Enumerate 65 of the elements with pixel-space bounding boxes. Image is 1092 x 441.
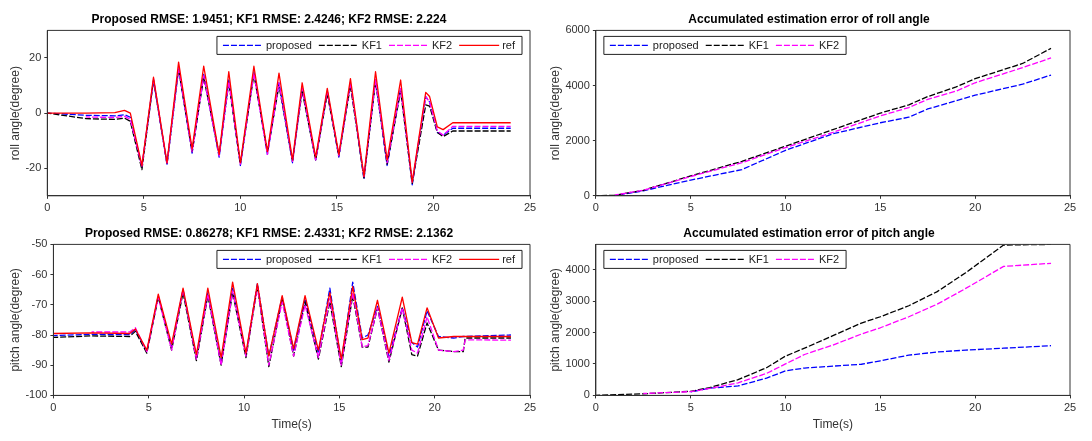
y-tick-label: 2000: [565, 133, 590, 146]
y-axis-title: pitch angle(degree): [547, 268, 562, 372]
x-tick-label: 0: [592, 401, 599, 414]
y-tick-label: 0: [35, 106, 42, 119]
x-tick-label: 10: [237, 401, 251, 414]
y-tick-label: -100: [25, 388, 48, 401]
x-tick-label: 20: [969, 201, 982, 214]
x-tick-label: 20: [969, 401, 982, 414]
y-axis-title: roll angle(degree): [7, 66, 22, 161]
y-tick-label: 6000: [565, 23, 590, 36]
x-tick-label: 20: [427, 201, 440, 214]
legend-label: KF2: [431, 38, 453, 51]
chart-title: Proposed RMSE: 1.9451; KF1 RMSE: 2.4246; KF2 RMSE: 2.224: [91, 11, 447, 26]
y-axis-title: roll angle(degree): [547, 66, 562, 161]
y-tick-label: -50: [31, 237, 48, 250]
x-tick-label: 10: [234, 201, 247, 214]
y-tick-label: 1000: [565, 356, 590, 369]
x-tick-label: 10: [779, 201, 792, 214]
y-tick-label: -80: [31, 328, 48, 341]
y-axis-title: pitch angle(degree): [7, 268, 22, 372]
legend-label: KF1: [748, 38, 769, 51]
y-tick-label: 0: [583, 388, 590, 401]
legend-label: proposed: [265, 38, 312, 51]
legend-label: ref: [502, 252, 516, 265]
y-tick-label: 3000: [565, 294, 590, 307]
x-tick-label: 25: [1063, 201, 1077, 214]
y-tick-label: -70: [31, 297, 48, 310]
legend-label: proposed: [652, 252, 699, 265]
legend-label: proposed: [265, 252, 312, 265]
y-tick-label: 4000: [565, 78, 590, 91]
x-tick-label: 0: [592, 201, 599, 214]
x-tick-label: 25: [1063, 401, 1077, 414]
x-tick-label: 10: [779, 401, 792, 414]
legend-label: KF1: [748, 252, 769, 265]
chart-title: Accumulated estimation error of roll angle: [688, 11, 931, 26]
x-tick-label: 15: [874, 401, 887, 414]
x-tick-label: 5: [687, 401, 694, 414]
y-tick-label: 20: [29, 51, 42, 63]
x-tick-label: 0: [50, 401, 57, 414]
legend-label: KF2: [818, 38, 840, 51]
legend-label: proposed: [652, 38, 699, 51]
chart-title: Proposed RMSE: 0.86278; KF1 RMSE: 2.4331; KF2 RMSE: 2.1362: [84, 225, 454, 240]
y-tick-label: 0: [583, 188, 590, 201]
y-tick-label: -90: [31, 358, 48, 371]
legend-label: KF1: [361, 252, 382, 265]
y-tick-label: -60: [31, 267, 48, 280]
x-axis-title: Time(s): [812, 417, 854, 432]
legend-label: KF2: [431, 252, 453, 265]
x-tick-label: 15: [333, 401, 346, 414]
legend-label: KF2: [818, 252, 840, 265]
y-tick-label: -20: [25, 161, 42, 174]
x-tick-label: 20: [428, 401, 441, 414]
x-tick-label: 25: [523, 201, 537, 214]
x-tick-label: 5: [145, 401, 152, 414]
y-tick-label: 4000: [565, 262, 590, 275]
x-tick-label: 5: [140, 201, 147, 214]
chart-title: Accumulated estimation error of pitch angle: [683, 225, 936, 240]
x-tick-label: 5: [687, 201, 694, 214]
x-tick-label: 15: [330, 201, 344, 214]
x-tick-label: 15: [874, 201, 887, 214]
y-tick-label: 2000: [565, 325, 590, 338]
legend-label: KF1: [361, 38, 382, 51]
x-axis-title: Time(s): [271, 417, 312, 432]
legend-label: ref: [502, 38, 516, 51]
x-tick-label: 25: [523, 401, 537, 414]
